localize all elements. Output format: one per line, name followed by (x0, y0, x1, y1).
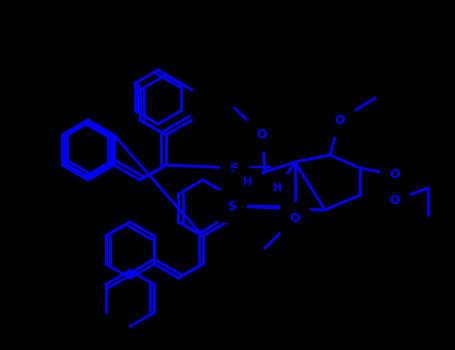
Text: H: H (273, 183, 283, 193)
Text: O: O (389, 168, 400, 182)
Text: O: O (389, 194, 400, 206)
Text: O: O (257, 128, 268, 141)
Text: S: S (229, 161, 238, 175)
Text: S: S (228, 199, 237, 212)
Text: O: O (335, 113, 345, 126)
Text: O: O (290, 211, 300, 224)
Text: H: H (243, 177, 253, 187)
